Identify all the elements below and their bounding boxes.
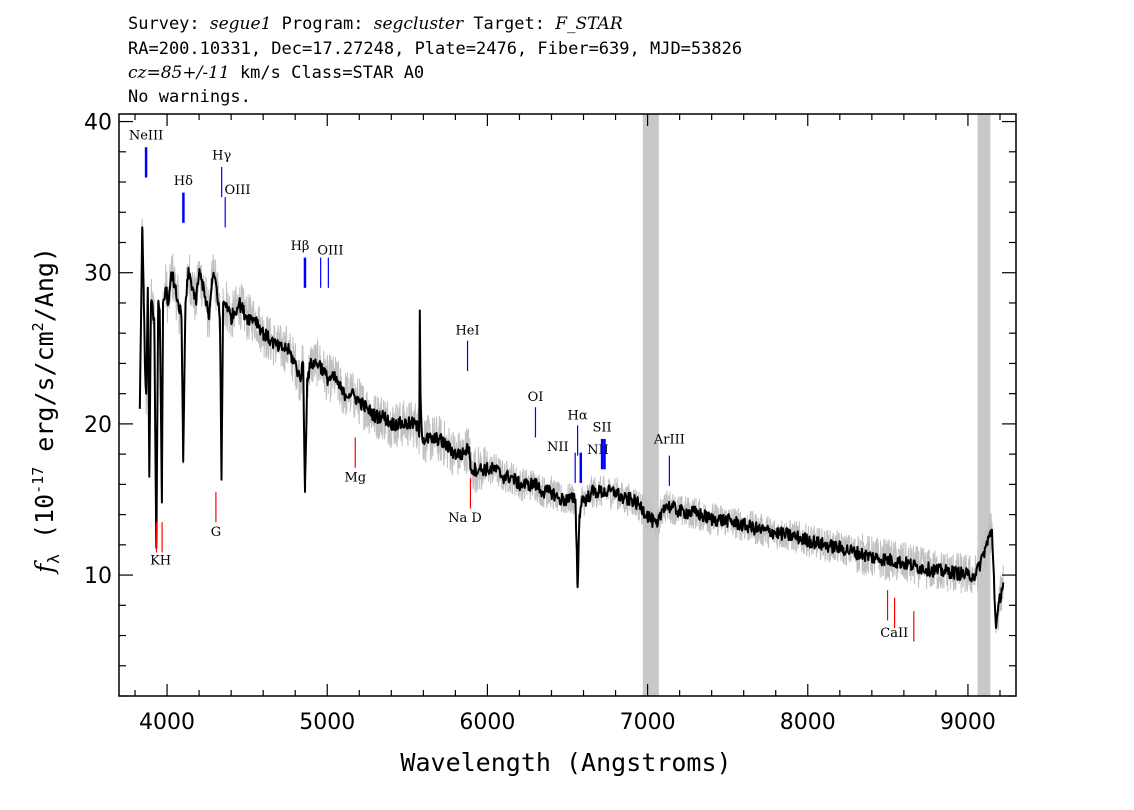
x-axis-title: Wavelength (Angstroms) — [400, 748, 731, 777]
header-segment: segue1 — [210, 14, 272, 34]
raw-flux-layer — [139, 218, 1004, 635]
y-title-segment: erg/s/cm — [30, 331, 59, 466]
emission-line-label: SII — [593, 420, 612, 435]
header-segment: Survey: — [128, 14, 210, 34]
y-tick-label: 30 — [84, 262, 112, 287]
absorption-line-label: G — [211, 525, 221, 540]
masked-band — [642, 114, 659, 696]
emission-line-label: NeIII — [129, 129, 163, 144]
emission-line-label: Hβ — [291, 239, 310, 254]
masked-band — [977, 114, 991, 696]
header-line-survey: Survey: segue1 Program: segcluster Targe… — [128, 14, 623, 34]
header-line-redshift-class: cz=85+/-11 km/s Class=STAR A0 — [128, 63, 424, 83]
emission-line-label: Hδ — [174, 174, 193, 189]
header-segment: km/s Class=STAR A0 — [230, 63, 424, 83]
y-title-segment: -17 — [29, 467, 47, 494]
y-title-segment: 2 — [29, 322, 47, 331]
y-tick-label: 10 — [84, 564, 112, 589]
plot-axes: 4000 5000 6000 7000 8000 9000 10 20 30 40 — [84, 111, 1017, 735]
emission-line-label: ArIII — [653, 433, 685, 448]
y-tick-label: 40 — [84, 111, 112, 136]
x-tick-label: 5000 — [299, 710, 355, 735]
y-title-segment: λ — [44, 554, 63, 564]
y-title-segment: f — [30, 560, 59, 575]
y-title-segment: /Ang) — [30, 247, 59, 322]
header-line-coordinates: RA=200.10331, Dec=17.27248, Plate=2476, … — [128, 39, 742, 59]
x-tick-label: 7000 — [620, 710, 676, 735]
y-axis-title: fλ (10-17 erg/s/cm2/Ang) — [29, 247, 63, 575]
header-line-warnings: No warnings. — [128, 87, 251, 107]
emission-line-label: NII — [547, 440, 569, 455]
emission-line-label: OI — [528, 390, 544, 405]
emission-line-label: Hα — [568, 408, 588, 423]
absorption-line-label: CaII — [880, 626, 908, 641]
plot-frame — [118, 113, 1017, 697]
absorption-line-label: H — [160, 553, 171, 568]
header-segment: cz=85+/-11 — [128, 63, 230, 83]
absorption-line-label: K — [150, 553, 160, 568]
masked-bands — [642, 114, 991, 696]
header-block: Survey: segue1 Program: segcluster Targe… — [128, 14, 742, 107]
x-tick-label: 9000 — [940, 710, 996, 735]
x-tick-label: 4000 — [139, 710, 195, 735]
y-title-segment: (10 — [30, 494, 59, 554]
emission-line-label: HeI — [455, 324, 479, 339]
header-segment: Target: — [463, 14, 555, 34]
emission-line-label: OIII — [224, 183, 250, 198]
header-segment: segcluster — [374, 14, 464, 34]
header-segment: Program: — [271, 14, 373, 34]
header-segment: F_STAR — [554, 14, 623, 34]
x-tick-label: 6000 — [459, 710, 515, 735]
absorption-line-label: Mg — [344, 470, 366, 485]
raw-flux-line — [139, 218, 1004, 635]
x-tick-label: 8000 — [780, 710, 836, 735]
emission-line-label: OIII — [317, 244, 343, 259]
y-tick-label: 20 — [84, 413, 112, 438]
smoothed-flux-layer — [138, 226, 1005, 629]
smoothed-flux-line — [138, 226, 1005, 629]
absorption-line-label: Na D — [448, 511, 482, 526]
emission-line-label: Hγ — [212, 148, 231, 163]
